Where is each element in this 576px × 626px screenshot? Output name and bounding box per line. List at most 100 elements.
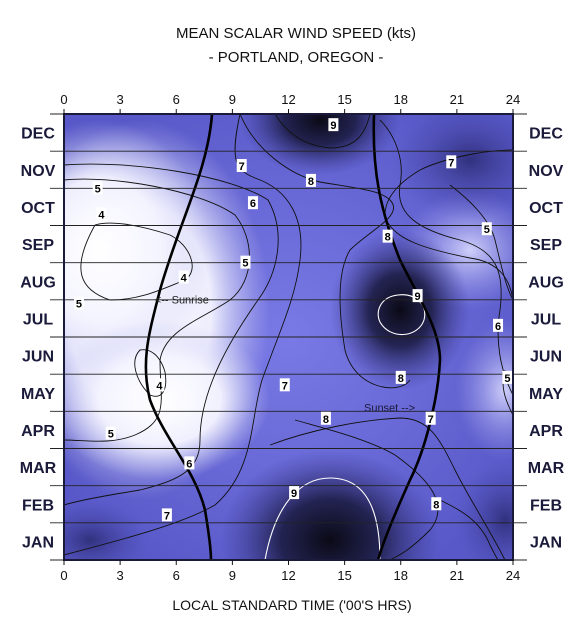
top-tick-label: 3 (117, 92, 124, 107)
month-label-right: JAN (530, 534, 562, 551)
contour-label: 8 (305, 173, 316, 188)
contour-label-bg (247, 196, 258, 210)
contour-label: 5 (105, 426, 116, 441)
month-label-right: FEB (530, 497, 562, 514)
contour-label-text: 7 (239, 161, 245, 173)
month-label-right: APR (529, 423, 563, 440)
contour-label-text: 6 (495, 321, 501, 333)
contour-label-bg (289, 486, 300, 500)
month-label-left: MAR (20, 460, 57, 477)
contour-label-text: 7 (164, 510, 170, 522)
contour-label-text: 8 (308, 176, 314, 188)
contour-label-text: 5 (76, 299, 82, 311)
contour-label: 8 (382, 229, 393, 244)
contour-label-bg (178, 270, 189, 284)
month-label-right: OCT (529, 200, 563, 217)
bottom-tick-label: 18 (394, 568, 408, 583)
contour-label: 8 (395, 370, 406, 385)
contour-label-text: 9 (291, 488, 297, 500)
top-tick-label: 6 (173, 92, 180, 107)
contour-label-text: 5 (242, 258, 248, 270)
left-month-axis: JAN FEB MAR APR MAY JUN JUL AUG SEP OCT NOV DEC (20, 126, 57, 552)
contour-label-bg (382, 229, 393, 243)
bottom-tick-label: 12 (281, 568, 295, 583)
contour-label-text: 4 (181, 273, 188, 285)
contour-label-bg (446, 155, 457, 169)
bottom-axis: 0 3 6 9 12 15 18 21 24 (60, 560, 520, 583)
contour-label-bg (502, 370, 513, 384)
contour-4-south (134, 349, 167, 397)
contour-label: 6 (184, 456, 195, 470)
contour-8b (294, 419, 439, 560)
contour-label: 5 (502, 370, 513, 385)
contour-labels: 9 7 8 7 5 6 4 5 8 5 4 9 5 6 4 7 8 5 8 7 5 6 9 8 7 (73, 118, 513, 522)
month-label-left: SEP (22, 237, 54, 254)
month-label-right: JUN (530, 349, 562, 366)
chart-title: MEAN SCALAR WIND SPEED (kts) (176, 25, 416, 42)
contour-label-text: 5 (484, 224, 490, 236)
contour-label: 5 (73, 296, 84, 311)
sunrise-curve (144, 114, 214, 560)
contour-7b (269, 417, 506, 560)
contour-label: 7 (446, 155, 457, 169)
sun-curves (144, 114, 442, 560)
contour-label: 4 (154, 378, 165, 392)
contour-7 (64, 114, 302, 556)
contour-label: 9 (328, 118, 339, 132)
contour-label-text: 4 (98, 209, 105, 221)
month-label-left: JAN (22, 534, 54, 551)
contour-label: 7 (425, 411, 436, 426)
top-tick-label: 9 (229, 92, 236, 107)
contour-label: 5 (92, 181, 103, 195)
contour-label: 4 (178, 270, 189, 285)
contour-label: 9 (289, 486, 300, 500)
top-tick-label: 12 (281, 92, 295, 107)
contour-5-east (449, 184, 513, 301)
contour-label-text: 6 (186, 458, 192, 470)
contour-6 (64, 163, 279, 506)
contour-label-bg (161, 508, 172, 522)
contour-label: 8 (431, 497, 442, 511)
contour-label-bg (184, 456, 195, 470)
bottom-tick-label: 9 (229, 568, 236, 583)
sunset-annotation: Sunset --> (364, 402, 415, 414)
month-label-right: JUL (531, 311, 561, 328)
contour-label-text: 4 (156, 380, 163, 392)
contour-label-text: 5 (504, 373, 510, 385)
contour-label-bg (481, 222, 492, 236)
sunset-curve (372, 114, 442, 560)
month-label-left: NOV (21, 163, 56, 180)
month-label-right: MAR (528, 460, 565, 477)
bottom-tick-label: 24 (506, 568, 520, 583)
contour-label-text: 9 (330, 120, 336, 132)
contour-8-east (439, 499, 499, 560)
top-tick-label: 0 (60, 92, 67, 107)
contour-label-bg (431, 497, 442, 511)
contour-label-text: 8 (398, 373, 404, 385)
bottom-tick-label: 6 (173, 568, 180, 583)
contour-label-text: 8 (433, 499, 439, 511)
chart-subtitle: - PORTLAND, OREGON - (209, 49, 384, 66)
contour-label: 9 (412, 289, 423, 303)
month-label-left: DEC (21, 126, 55, 143)
top-tick-label: 24 (506, 92, 520, 107)
contour-label-text: 6 (250, 198, 256, 210)
month-label-left: APR (21, 423, 55, 440)
contour-label-bg (425, 411, 436, 425)
contour-5 (64, 178, 250, 442)
contour-label-text: 8 (323, 414, 329, 426)
contour-label-bg (305, 173, 316, 187)
heatmap-field (64, 114, 513, 560)
contour-label-bg (395, 370, 406, 384)
month-label-left: AUG (20, 274, 56, 291)
sunrise-annotation: <-- Sunrise (155, 295, 209, 307)
month-label-left: MAY (21, 386, 55, 403)
contour-label: 7 (236, 159, 247, 173)
contour-label-bg (279, 378, 290, 392)
month-label-right: NOV (529, 163, 564, 180)
contour-label: 5 (481, 222, 492, 236)
contour-label: 7 (279, 378, 290, 392)
month-label-left: FEB (22, 497, 54, 514)
bottom-tick-label: 3 (117, 568, 124, 583)
contour-label: 6 (493, 318, 504, 333)
